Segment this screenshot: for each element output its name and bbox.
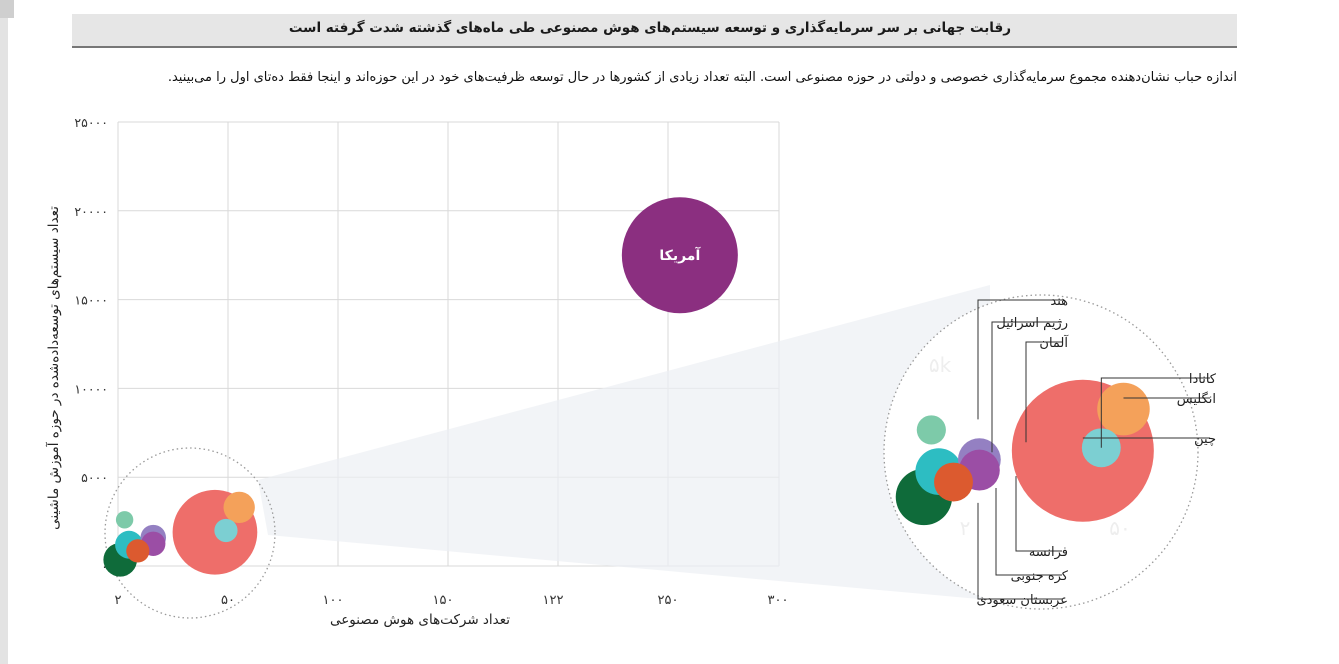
leader-line: [977, 502, 1062, 600]
leader-line: [991, 321, 1062, 453]
bubble: [214, 518, 238, 543]
x-tick-label: ۱۰۰: [323, 593, 344, 608]
x-tick-label: ۳۰۰: [768, 593, 789, 608]
x-axis-label: تعداد شرکت‌های هوش مصنوعی: [330, 612, 510, 628]
x-tick-label: ۱۵۰: [433, 593, 454, 608]
country-label: فرانسه: [1029, 545, 1068, 560]
leader-line: [1025, 341, 1062, 443]
country-label: کره جنوبی: [1011, 569, 1069, 584]
title-bar: رقابت جهانی بر سر سرمایه‌گذاری و توسعه س…: [72, 14, 1237, 48]
x-tick-label: ۲: [115, 593, 122, 608]
country-label: عربستان سعودی: [976, 593, 1068, 608]
leader-line: [977, 299, 1062, 420]
x-tick-label: ۱۲۲: [543, 593, 564, 608]
country-label: رژیم اسرائیل: [996, 316, 1068, 331]
bubble: [621, 197, 738, 314]
y-tick-label: ۲۵۰۰۰: [74, 115, 108, 130]
y-tick-label: ۱۵۰۰۰: [74, 293, 108, 308]
leader-line: [1100, 377, 1210, 448]
leader-line: [1015, 476, 1062, 552]
bubble: [126, 539, 150, 563]
leader-line: [995, 488, 1062, 576]
zoom-region-circle: [104, 447, 276, 619]
inset-bubble: [916, 415, 946, 445]
bubble: [115, 511, 134, 529]
zoom-connector: [258, 285, 990, 600]
country-label: هند: [1050, 294, 1068, 309]
x-tick-label: ۲۵۰: [658, 593, 679, 608]
inset-ghost-label: ۵۰: [1109, 516, 1130, 540]
chart-description: اندازه حباب نشان‌دهنده مجموع سرمایه‌گذار…: [167, 70, 1237, 85]
country-label: انگلیس: [1177, 391, 1216, 407]
bubble-label: آمریکا: [659, 246, 701, 264]
inset-bubble: [1097, 382, 1150, 436]
bubble: [223, 491, 255, 524]
y-tick-label: ۲۰۰۰۰: [74, 204, 108, 219]
page-title: رقابت جهانی بر سر سرمایه‌گذاری و توسعه س…: [288, 20, 1011, 36]
inset-ghost-label: ۲: [960, 516, 971, 540]
inset-bubble: [934, 462, 973, 502]
inset-ghost-label: ۵k: [929, 353, 952, 377]
x-tick-label: ۵۰: [221, 593, 235, 608]
country-label: آلمان: [1039, 334, 1069, 351]
left-rule-tab: [0, 0, 14, 18]
left-rule: [0, 0, 8, 664]
country-label: چین: [1194, 432, 1216, 447]
y-tick-label: ۱۰۰۰۰: [74, 381, 108, 396]
y-axis-label: تعداد سیستم‌های توسعه‌داده‌شده در حوزه آ…: [45, 206, 62, 530]
country-label: کانادا: [1189, 372, 1217, 387]
y-tick-label: ۰: [101, 559, 108, 574]
y-tick-label: ۵۰۰۰: [81, 470, 108, 485]
